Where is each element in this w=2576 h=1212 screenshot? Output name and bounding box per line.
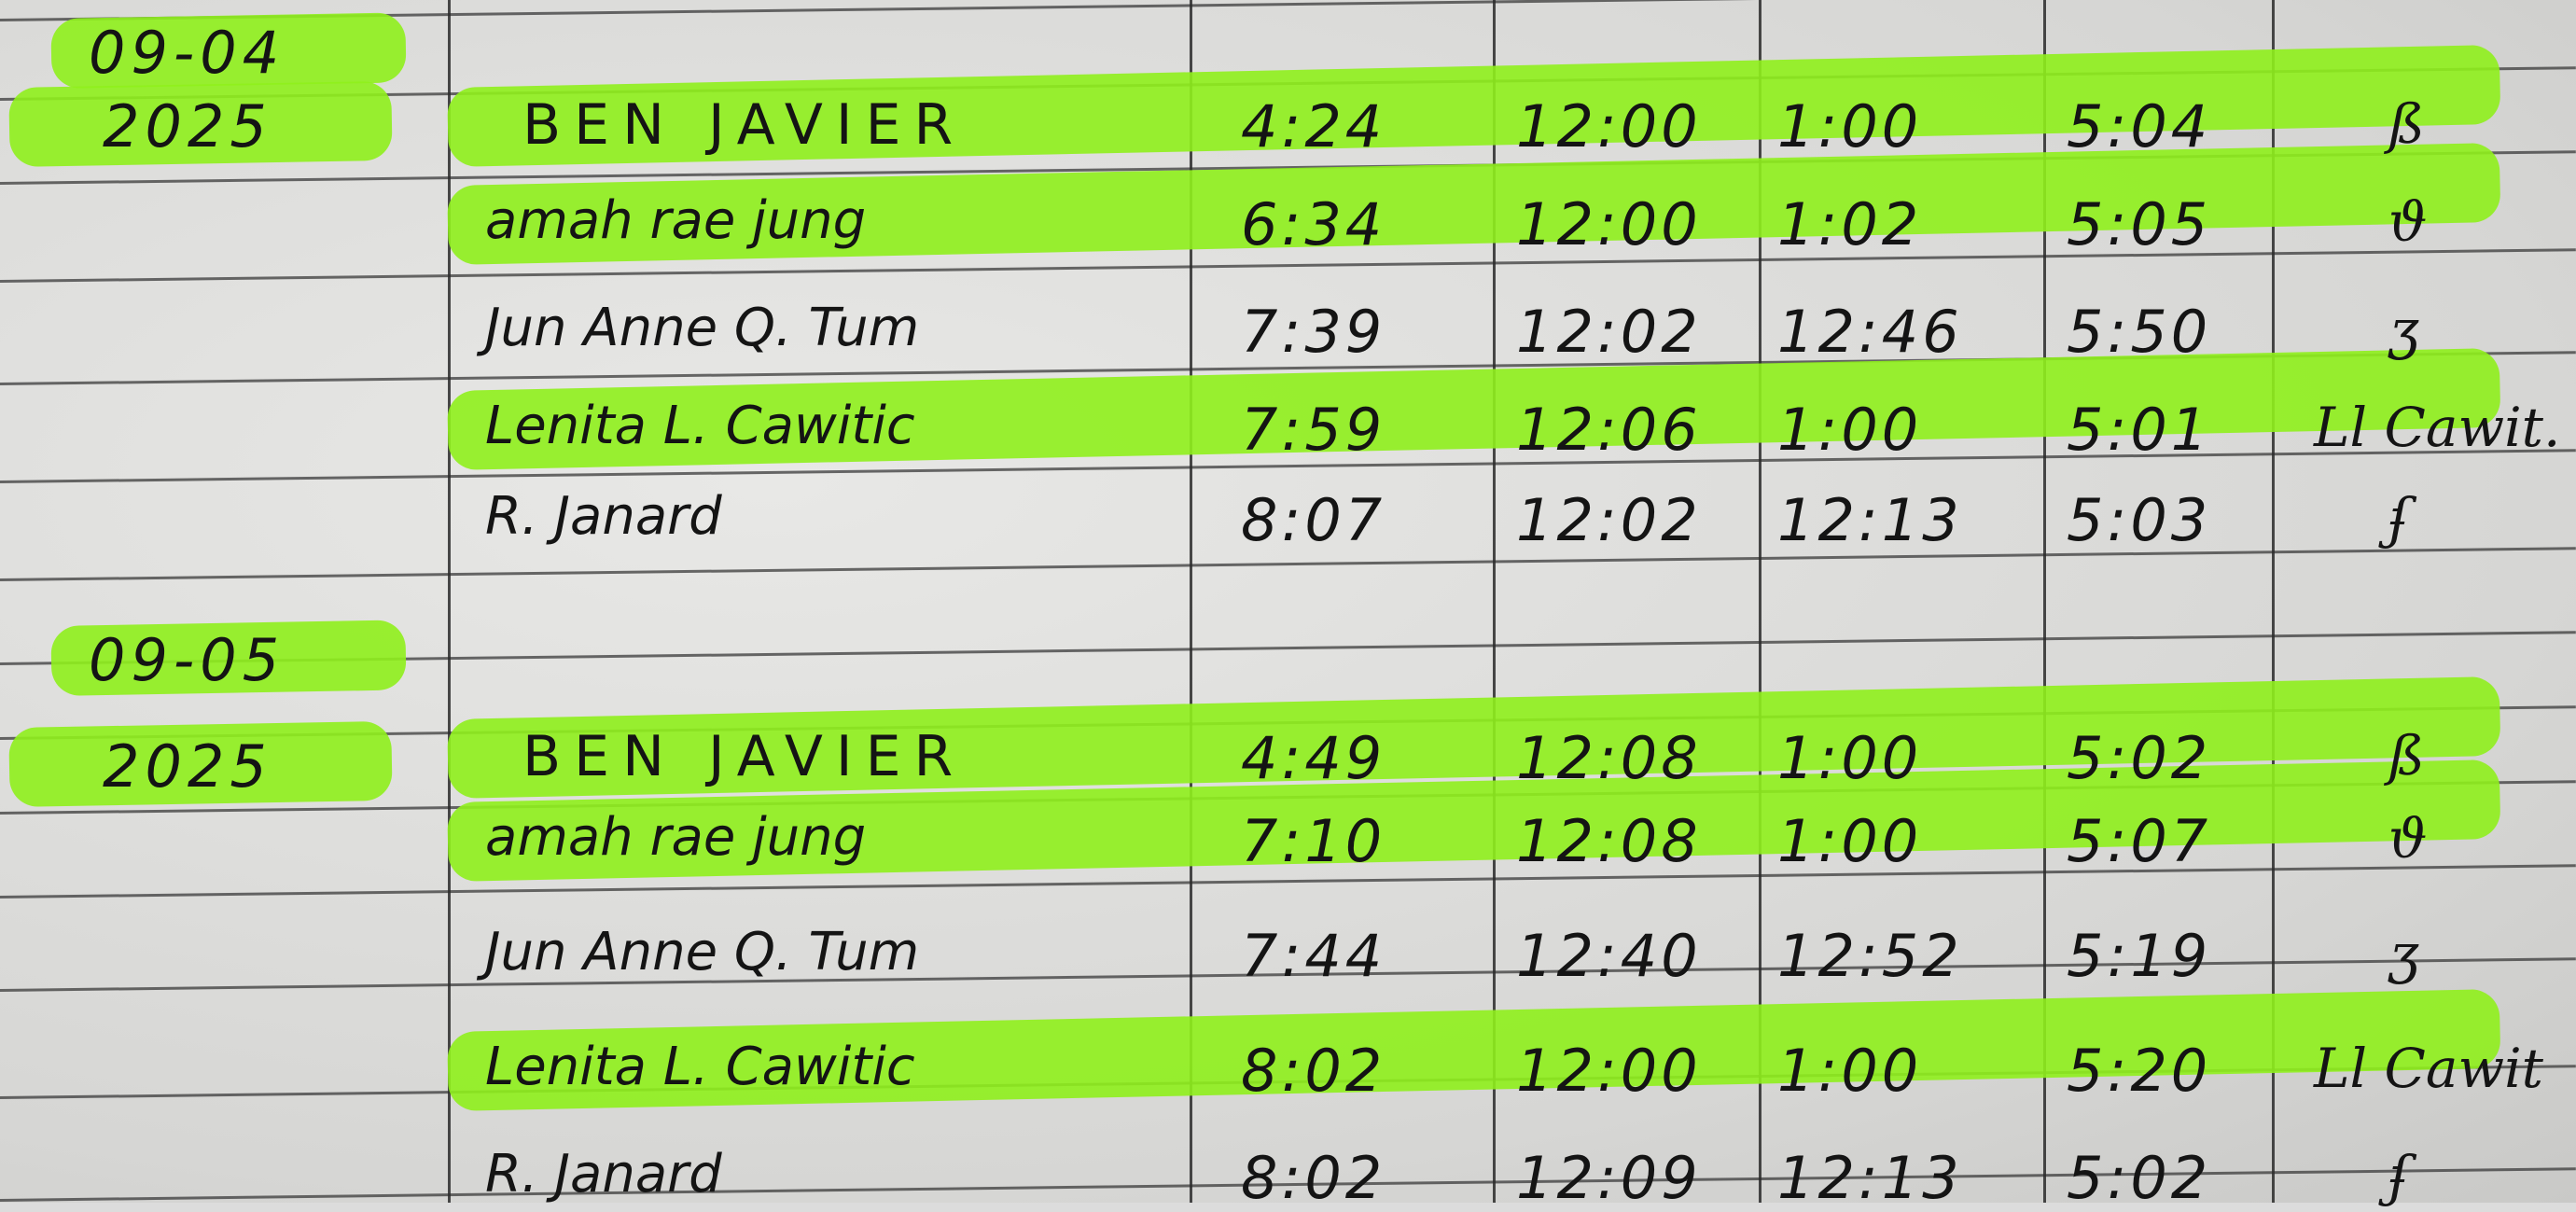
- entry-name: amah rae jung: [485, 190, 867, 251]
- entry-name: Jun Anne Q. Tum: [485, 298, 920, 358]
- time-out-pm: 5:04: [2067, 92, 2212, 160]
- entry-name: Lenita L. Cawitic: [485, 1037, 915, 1097]
- time-in-pm: 1:00: [1777, 807, 1923, 875]
- time-in-am: 6:34: [1241, 190, 1386, 258]
- time-in-pm: 12:13: [1777, 486, 1963, 554]
- time-in-am: 4:24: [1241, 92, 1386, 160]
- time-out-pm: 5:01: [2067, 396, 2212, 464]
- time-in-am: 8:02: [1241, 1037, 1386, 1105]
- signature: Ll Cawit.: [2314, 396, 2561, 459]
- time-in-am: 7:44: [1241, 922, 1386, 990]
- time-in-pm: 12:13: [1777, 1144, 1963, 1212]
- time-in-am: 7:39: [1241, 298, 1386, 366]
- column-divider: [1759, 0, 1761, 1203]
- section-date: 09-05: [89, 626, 285, 694]
- entry-name: R. Janard: [485, 1144, 722, 1205]
- entry-name: BEN JAVIER: [522, 724, 967, 789]
- time-out-pm: 5:20: [2067, 1037, 2212, 1105]
- time-out-pm: 5:50: [2067, 298, 2212, 366]
- signature: ϑ: [2388, 190, 2428, 254]
- time-out-am: 12:08: [1516, 807, 1702, 875]
- time-in-pm: 1:02: [1777, 190, 1923, 258]
- time-in-pm: 1:00: [1777, 92, 1923, 160]
- time-out-pm: 5:03: [2067, 486, 2212, 554]
- time-in-pm: 1:00: [1777, 724, 1923, 792]
- column-divider: [448, 0, 451, 1203]
- time-in-pm: 1:00: [1777, 1037, 1923, 1105]
- entry-name: R. Janard: [485, 486, 722, 547]
- time-in-pm: 1:00: [1777, 396, 1923, 464]
- section-year: 2025: [103, 732, 272, 801]
- column-divider: [1493, 0, 1496, 1203]
- time-in-am: 4:49: [1241, 724, 1386, 792]
- section-year: 2025: [103, 92, 272, 160]
- signature: ʒ: [2388, 298, 2419, 361]
- time-out-pm: 5:05: [2067, 190, 2212, 258]
- entry-name: BEN JAVIER: [522, 92, 967, 158]
- time-out-am: 12:02: [1516, 486, 1702, 554]
- column-divider: [2043, 0, 2046, 1203]
- time-out-pm: 5:07: [2067, 807, 2212, 875]
- section-date: 09-04: [89, 19, 285, 87]
- time-out-pm: 5:02: [2067, 724, 2212, 792]
- time-in-am: 8:02: [1241, 1144, 1386, 1212]
- time-in-am: 8:07: [1241, 486, 1386, 554]
- time-in-pm: 12:46: [1777, 298, 1963, 366]
- signature: ʒ: [2388, 922, 2419, 985]
- signature: ϑ: [2388, 807, 2428, 871]
- time-out-am: 12:09: [1516, 1144, 1702, 1212]
- time-out-pm: 5:19: [2067, 922, 2212, 990]
- entry-name: amah rae jung: [485, 807, 867, 868]
- column-divider: [2272, 0, 2275, 1203]
- signature: Ll Cawit: [2314, 1037, 2543, 1100]
- time-out-am: 12:40: [1516, 922, 1702, 990]
- time-in-am: 7:59: [1241, 396, 1386, 464]
- signature: ß: [2388, 724, 2425, 787]
- time-out-am: 12:00: [1516, 92, 1702, 160]
- time-out-am: 12:06: [1516, 396, 1702, 464]
- time-out-am: 12:00: [1516, 1037, 1702, 1105]
- column-divider: [1190, 0, 1192, 1203]
- time-out-pm: 5:02: [2067, 1144, 2212, 1212]
- signature: ʄ: [2388, 1144, 2409, 1207]
- time-in-pm: 12:52: [1777, 922, 1963, 990]
- time-in-am: 7:10: [1241, 807, 1386, 875]
- entry-name: Lenita L. Cawitic: [485, 396, 915, 456]
- signature: ʄ: [2388, 486, 2409, 550]
- signature: ß: [2388, 92, 2425, 156]
- time-out-am: 12:02: [1516, 298, 1702, 366]
- time-out-am: 12:00: [1516, 190, 1702, 258]
- time-out-am: 12:08: [1516, 724, 1702, 792]
- entry-name: Jun Anne Q. Tum: [485, 922, 920, 982]
